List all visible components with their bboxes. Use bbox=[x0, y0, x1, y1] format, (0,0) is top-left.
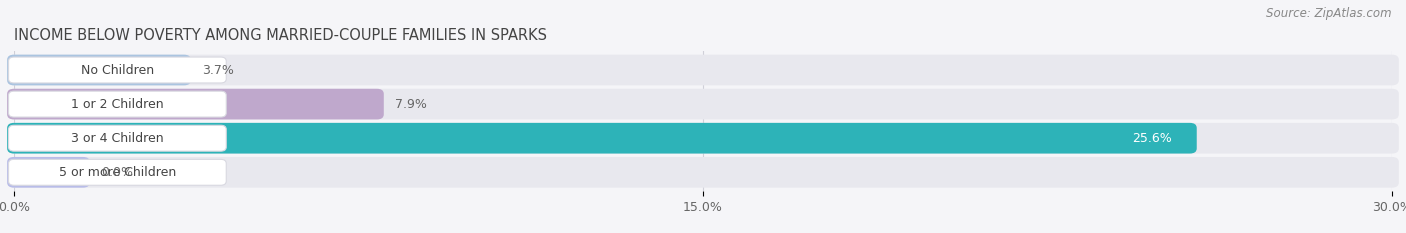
FancyBboxPatch shape bbox=[7, 123, 1399, 154]
Text: 1 or 2 Children: 1 or 2 Children bbox=[72, 98, 163, 111]
FancyBboxPatch shape bbox=[7, 55, 1399, 85]
Text: 3.7%: 3.7% bbox=[202, 64, 235, 76]
FancyBboxPatch shape bbox=[7, 157, 90, 188]
Text: INCOME BELOW POVERTY AMONG MARRIED-COUPLE FAMILIES IN SPARKS: INCOME BELOW POVERTY AMONG MARRIED-COUPL… bbox=[14, 28, 547, 43]
Text: 3 or 4 Children: 3 or 4 Children bbox=[72, 132, 163, 145]
Text: No Children: No Children bbox=[80, 64, 155, 76]
FancyBboxPatch shape bbox=[7, 157, 1399, 188]
FancyBboxPatch shape bbox=[7, 55, 191, 85]
FancyBboxPatch shape bbox=[7, 89, 1399, 120]
Text: Source: ZipAtlas.com: Source: ZipAtlas.com bbox=[1267, 7, 1392, 20]
FancyBboxPatch shape bbox=[8, 125, 226, 151]
FancyBboxPatch shape bbox=[8, 159, 226, 185]
Text: 5 or more Children: 5 or more Children bbox=[59, 166, 176, 179]
FancyBboxPatch shape bbox=[8, 91, 226, 117]
Text: 0.0%: 0.0% bbox=[101, 166, 134, 179]
FancyBboxPatch shape bbox=[7, 89, 384, 120]
FancyBboxPatch shape bbox=[7, 123, 1197, 154]
FancyBboxPatch shape bbox=[8, 57, 226, 83]
Text: 25.6%: 25.6% bbox=[1132, 132, 1171, 145]
Text: 7.9%: 7.9% bbox=[395, 98, 427, 111]
